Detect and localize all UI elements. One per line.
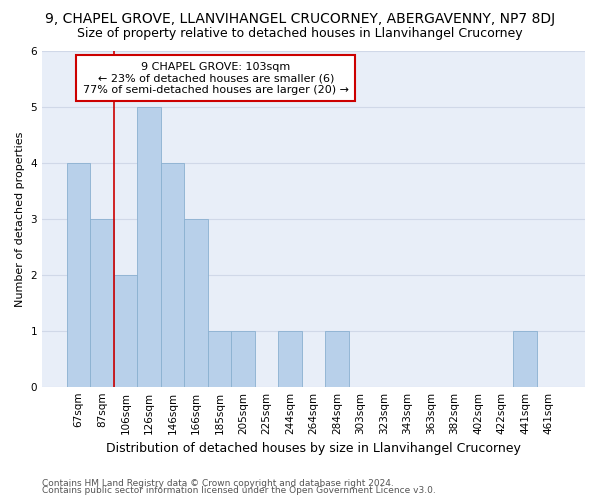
Text: Contains public sector information licensed under the Open Government Licence v3: Contains public sector information licen… [42,486,436,495]
Bar [67,163,90,386]
Text: Contains HM Land Registry data © Crown copyright and database right 2024.: Contains HM Land Registry data © Crown c… [42,478,394,488]
Text: 9, CHAPEL GROVE, LLANVIHANGEL CRUCORNEY, ABERGAVENNY, NP7 8DJ: 9, CHAPEL GROVE, LLANVIHANGEL CRUCORNEY,… [45,12,555,26]
Text: Size of property relative to detached houses in Llanvihangel Crucorney: Size of property relative to detached ho… [77,28,523,40]
Bar [325,331,349,386]
Bar [231,331,255,386]
Text: 9 CHAPEL GROVE: 103sqm
← 23% of detached houses are smaller (6)
77% of semi-deta: 9 CHAPEL GROVE: 103sqm ← 23% of detached… [83,62,349,95]
Bar [161,163,184,386]
X-axis label: Distribution of detached houses by size in Llanvihangel Crucorney: Distribution of detached houses by size … [106,442,521,455]
Bar [184,219,208,386]
Bar [278,331,302,386]
Bar [114,275,137,386]
Bar [208,331,231,386]
Bar [514,331,537,386]
Bar [90,219,114,386]
Bar [137,108,161,386]
Y-axis label: Number of detached properties: Number of detached properties [15,132,25,307]
